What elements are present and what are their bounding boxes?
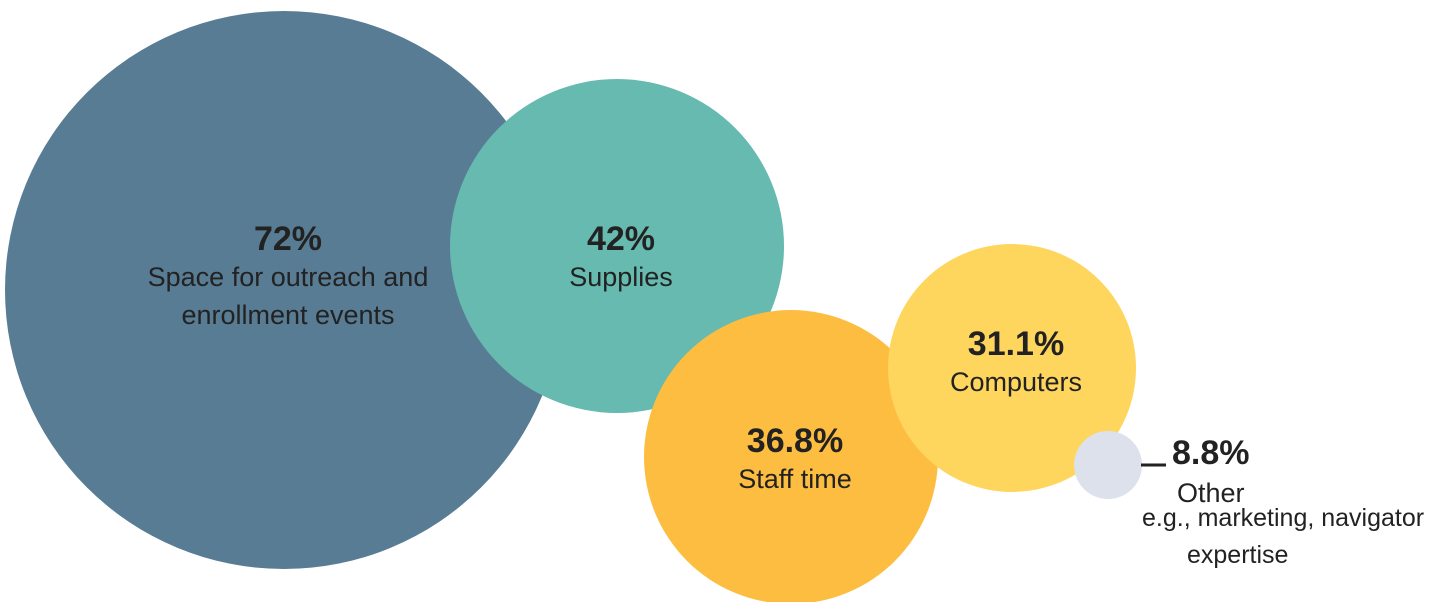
category-label-2-0: Staff time	[738, 464, 852, 494]
value-label-2: 36.8%	[747, 422, 843, 460]
bubble-3	[888, 244, 1136, 492]
bubbles	[5, 11, 1142, 602]
category-label-0-0: Space for outreach and	[148, 262, 429, 292]
value-label-1: 42%	[587, 220, 655, 258]
category-label-4: Other	[1177, 478, 1245, 508]
note-line-0: e.g., marketing, navigator	[1142, 504, 1424, 532]
category-label-0-1: enrollment events	[181, 300, 394, 330]
bubble-4	[1074, 431, 1142, 499]
bubble-2	[644, 310, 938, 602]
value-label-4: 8.8%	[1172, 434, 1250, 472]
note-line-1: expertise	[1187, 541, 1288, 569]
value-label-0: 72%	[254, 220, 322, 258]
bubble-0	[5, 11, 563, 569]
bubble-1	[450, 79, 784, 413]
bubble-labels: 72% Space for outreach and enrollment even…	[148, 220, 1424, 569]
category-label-1-0: Supplies	[569, 262, 673, 292]
category-label-3-0: Computers	[950, 367, 1082, 397]
value-label-3: 31.1%	[968, 325, 1064, 363]
